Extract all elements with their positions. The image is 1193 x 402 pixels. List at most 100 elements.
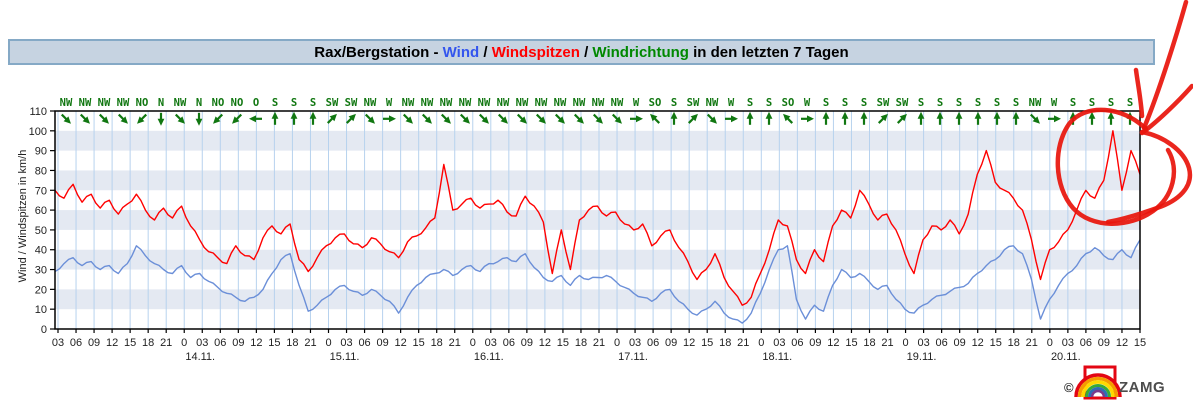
x-tick-label: 09 [809,337,821,349]
x-tick-label: 06 [358,337,370,349]
wind-direction-arrow-icon [1107,111,1115,125]
y-tick-label: 80 [35,165,47,177]
wind-direction-arrow-icon [79,113,90,124]
x-tick-label: 21 [304,337,316,349]
x-tick-label: 15 [124,337,136,349]
x-tick-label: 21 [737,337,749,349]
wind-direction-arrow-icon [271,111,279,125]
wind-direction-label: N [196,97,202,109]
wind-direction-arrow-icon [877,113,888,124]
x-tick-label: 06 [70,337,82,349]
x-tick-label: 21 [1026,337,1038,349]
wind-direction-label: S [291,97,297,109]
wind-direction-arrow-icon [993,111,1001,125]
x-tick-label: 03 [485,337,497,349]
x-tick-label: 15 [1134,337,1146,349]
x-tick-label: 21 [449,337,461,349]
x-tick-label: 18 [142,337,154,349]
wind-direction-arrow-icon [783,113,794,124]
wind-direction-arrow-icon [98,113,109,124]
chart-title-bar: Rax/Bergstation - Wind / Windspitzen / W… [8,39,1155,65]
wind-direction-label: S [766,97,772,109]
wind-direction-label: S [918,97,924,109]
x-tick-label: 03 [340,337,352,349]
gridlines [57,111,1141,329]
title-wind: Wind [442,43,480,61]
wind-direction-arrow-icon [157,112,165,126]
wind-direction-label: S [272,97,278,109]
wind-direction-arrow-icon [917,111,925,125]
wind-direction-label: S [861,97,867,109]
wind-direction-arrow-icon [822,111,830,125]
wind-direction-label: NW [592,97,605,109]
title-windrichtung: Windrichtung [592,43,689,61]
wind-direction-arrow-icon [345,113,356,124]
x-tick-label: 06 [936,337,948,349]
y-tick-label: 110 [29,106,47,118]
x-tick-label: 12 [1116,337,1128,349]
y-tick-label: 10 [35,304,47,316]
x-tick-label: 18 [431,337,443,349]
x-tick-label: 21 [881,337,893,349]
x-tick-label: 03 [52,337,64,349]
wind-direction-arrow-icon [478,113,489,124]
x-tick-label: 03 [629,337,641,349]
date-label: 17.11. [618,351,648,363]
date-label: 15.11. [330,351,360,363]
zamg-logo [1074,365,1122,400]
wind-direction-label: NO [212,97,225,109]
x-tick-label: 15 [990,337,1002,349]
wind-line [54,239,1141,324]
y-tick-label: 100 [29,126,47,138]
wind-direction-arrow-icon [765,111,773,125]
wind-direction-label: S [956,97,962,109]
windspitzen-line [54,130,1141,306]
wind-direction-arrow-icon [706,113,717,124]
x-tick-label: 06 [791,337,803,349]
x-tick-label: 15 [268,337,280,349]
wind-direction-arrow-icon [936,111,944,125]
wind-direction-arrow-icon [364,113,375,124]
wind-direction-arrow-icon [554,113,565,124]
x-tick-label: 12 [827,337,839,349]
y-tick-label: 40 [35,245,47,257]
wind-direction-arrow-icon [421,113,432,124]
x-tick-label: 12 [250,337,262,349]
x-tick-label: 12 [395,337,407,349]
wind-direction-arrow-icon [974,111,982,125]
wind-direction-label: NW [174,97,187,109]
wind-direction-label: S [1108,97,1114,109]
wind-direction-arrow-icon [687,113,698,124]
wind-direction-arrow-icon [896,113,907,124]
wind-direction-arrow-icon [801,115,814,123]
wind-direction-label: W [804,97,811,109]
wind-direction-arrow-icon [1029,113,1040,124]
x-tick-label: 18 [1008,337,1020,349]
wind-direction-label: NW [117,97,130,109]
wind-direction-arrow-icon [383,115,396,123]
x-tick-label: 09 [665,337,677,349]
x-tick-label: 09 [376,337,388,349]
x-tick-label: 12 [972,337,984,349]
wind-direction-arrow-icon [174,113,185,124]
x-tick-label: 0 [325,337,331,349]
wind-direction-label: S [310,97,316,109]
zamg-brand-text: ZAMG [1119,379,1166,396]
wind-direction-label: NW [573,97,586,109]
wind-direction-label: NW [402,97,415,109]
wind-direction-label: S [823,97,829,109]
wind-direction-label: NW [497,97,510,109]
x-tick-label: 0 [181,337,187,349]
wind-direction-arrow-icon [326,113,337,124]
wind-direction-arrow-icon [955,111,963,125]
wind-direction-label: S [1013,97,1019,109]
wind-direction-label: W [728,97,735,109]
wind-direction-label: S [1089,97,1095,109]
x-tick-label: 03 [196,337,208,349]
wind-direction-arrow-icon [60,113,71,124]
wind-direction-label: SO [649,97,662,109]
y-tick-label: 70 [35,185,47,197]
wind-direction-arrow-icon [670,111,678,125]
date-label: 20.11. [1051,351,1081,363]
y-tick-label: 50 [35,225,47,237]
